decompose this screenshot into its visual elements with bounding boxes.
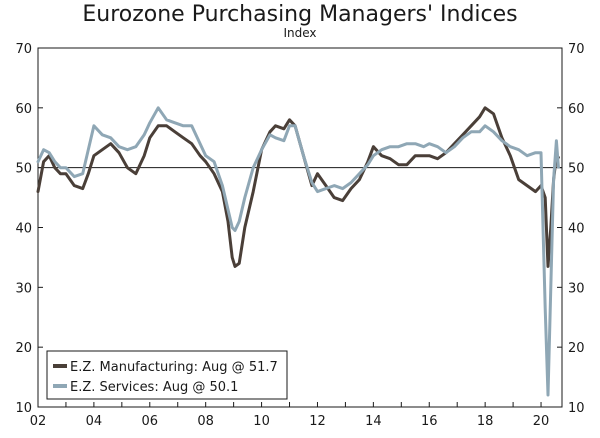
y-tick-label-right: 10 [568,401,585,416]
x-tick-label: 16 [421,414,438,429]
x-tick-label: 12 [309,414,326,429]
y-tick-label-right: 30 [568,281,585,296]
y-tick-label-right: 20 [568,341,585,356]
y-tick-label-left: 10 [15,401,32,416]
x-tick-label: 20 [533,414,550,429]
y-tick-label-left: 50 [15,162,32,177]
x-tick-label: 04 [86,414,103,429]
series-layer [36,106,560,397]
x-tick-label: 02 [30,414,47,429]
y-tick-label-left: 30 [15,281,32,296]
legend-label-services: E.Z. Services: Aug @ 50.1 [70,380,238,395]
x-axis: 02 04 06 08 10 12 14 16 18 20 [30,402,550,429]
x-tick-label: 18 [477,414,494,429]
x-tick-label: 06 [142,414,159,429]
y-axis-right: 10 20 30 40 50 60 70 [557,42,585,416]
y-tick-label-left: 20 [15,341,32,356]
y-tick-label-right: 70 [568,42,585,57]
chart-subtitle: Index [283,26,317,40]
series-line-services [36,106,560,397]
legend: E.Z. Manufacturing: Aug @ 51.7 E.Z. Servi… [46,350,288,400]
x-tick-label: 14 [365,414,382,429]
chart-title: Eurozone Purchasing Managers' Indices [82,2,518,27]
y-tick-label-right: 40 [568,222,585,237]
y-tick-label-left: 40 [15,222,32,237]
y-tick-label-left: 70 [15,42,32,57]
y-tick-label-right: 50 [568,162,585,177]
y-tick-label-right: 60 [568,102,585,117]
legend-label-manufacturing: E.Z. Manufacturing: Aug @ 51.7 [70,360,278,375]
x-tick-label: 10 [253,414,270,429]
legend-box [46,350,288,400]
x-tick-label: 08 [197,414,214,429]
y-tick-label-left: 60 [15,102,32,117]
y-axis-left: 10 20 30 40 50 60 70 [15,42,43,416]
